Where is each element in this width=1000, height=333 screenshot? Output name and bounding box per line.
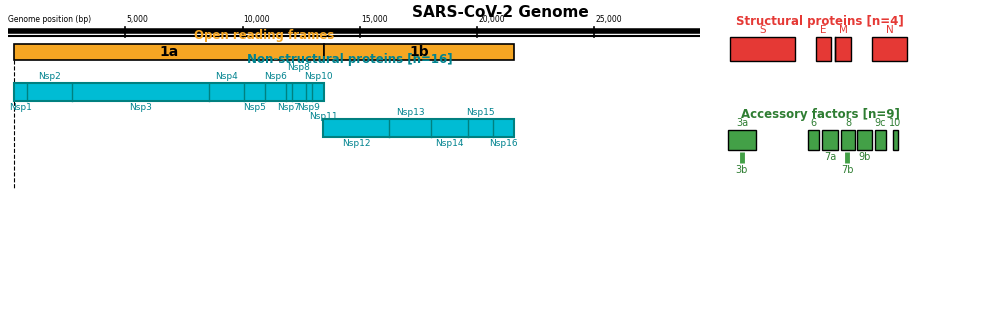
Bar (730, 37, 795, 61)
Text: SARS-CoV-2 Genome: SARS-CoV-2 Genome (412, 5, 588, 20)
Text: Nsp3: Nsp3 (129, 103, 152, 112)
Text: Non-structural proteins [n=16]: Non-structural proteins [n=16] (247, 53, 453, 66)
Text: Structural proteins [n=4]: Structural proteins [n=4] (736, 15, 904, 28)
Bar (822, 130, 838, 150)
Bar (14, 44, 324, 60)
Text: Nsp16: Nsp16 (489, 139, 517, 148)
Text: 10,000: 10,000 (244, 15, 270, 24)
Bar (893, 130, 898, 150)
Text: Nsp14: Nsp14 (435, 139, 464, 148)
Text: Nsp6: Nsp6 (264, 72, 287, 81)
Text: 15,000: 15,000 (361, 15, 387, 24)
Text: M: M (839, 25, 847, 35)
Text: 1a: 1a (160, 45, 179, 59)
Text: 10: 10 (889, 118, 902, 128)
Bar (324, 44, 514, 60)
Bar (875, 130, 886, 150)
Text: 3b: 3b (736, 165, 748, 175)
Text: Nsp9: Nsp9 (297, 103, 320, 112)
Bar (872, 37, 907, 61)
Text: 20,000: 20,000 (478, 15, 505, 24)
Bar (728, 130, 756, 150)
Text: Nsp13: Nsp13 (396, 108, 424, 117)
Text: 25,000: 25,000 (595, 15, 622, 24)
Bar (841, 130, 855, 150)
Bar (323, 119, 514, 137)
Bar (14, 83, 324, 101)
Bar (835, 37, 851, 61)
Text: 5,000: 5,000 (126, 15, 148, 24)
Text: Nsp11: Nsp11 (309, 112, 338, 121)
Text: S: S (759, 25, 766, 35)
Bar (808, 130, 819, 150)
Text: 8: 8 (845, 118, 851, 128)
Text: Open reading frames: Open reading frames (194, 29, 334, 42)
Text: Nsp15: Nsp15 (466, 108, 495, 117)
Text: 7b: 7b (841, 165, 853, 175)
Bar (857, 130, 872, 150)
Bar (816, 37, 831, 61)
Text: Nsp5: Nsp5 (243, 103, 266, 112)
Text: 9c: 9c (875, 118, 886, 128)
Text: Nsp7: Nsp7 (277, 103, 300, 112)
Text: Nsp8: Nsp8 (287, 63, 310, 72)
Text: Nsp12: Nsp12 (342, 139, 370, 148)
Text: Nsp10: Nsp10 (304, 72, 332, 81)
Text: Nsp1: Nsp1 (9, 103, 32, 112)
Text: Genome position (bp): Genome position (bp) (8, 15, 91, 24)
Text: Nsp4: Nsp4 (215, 72, 238, 81)
Text: Accessory factors [n=9]: Accessory factors [n=9] (741, 108, 899, 121)
Text: 7a: 7a (824, 152, 836, 162)
Text: 1b: 1b (409, 45, 429, 59)
Text: 3a: 3a (736, 118, 748, 128)
Text: 6: 6 (810, 118, 817, 128)
Text: N: N (886, 25, 893, 35)
Text: 9b: 9b (858, 152, 871, 162)
Text: E: E (820, 25, 827, 35)
Text: Nsp2: Nsp2 (38, 72, 61, 81)
